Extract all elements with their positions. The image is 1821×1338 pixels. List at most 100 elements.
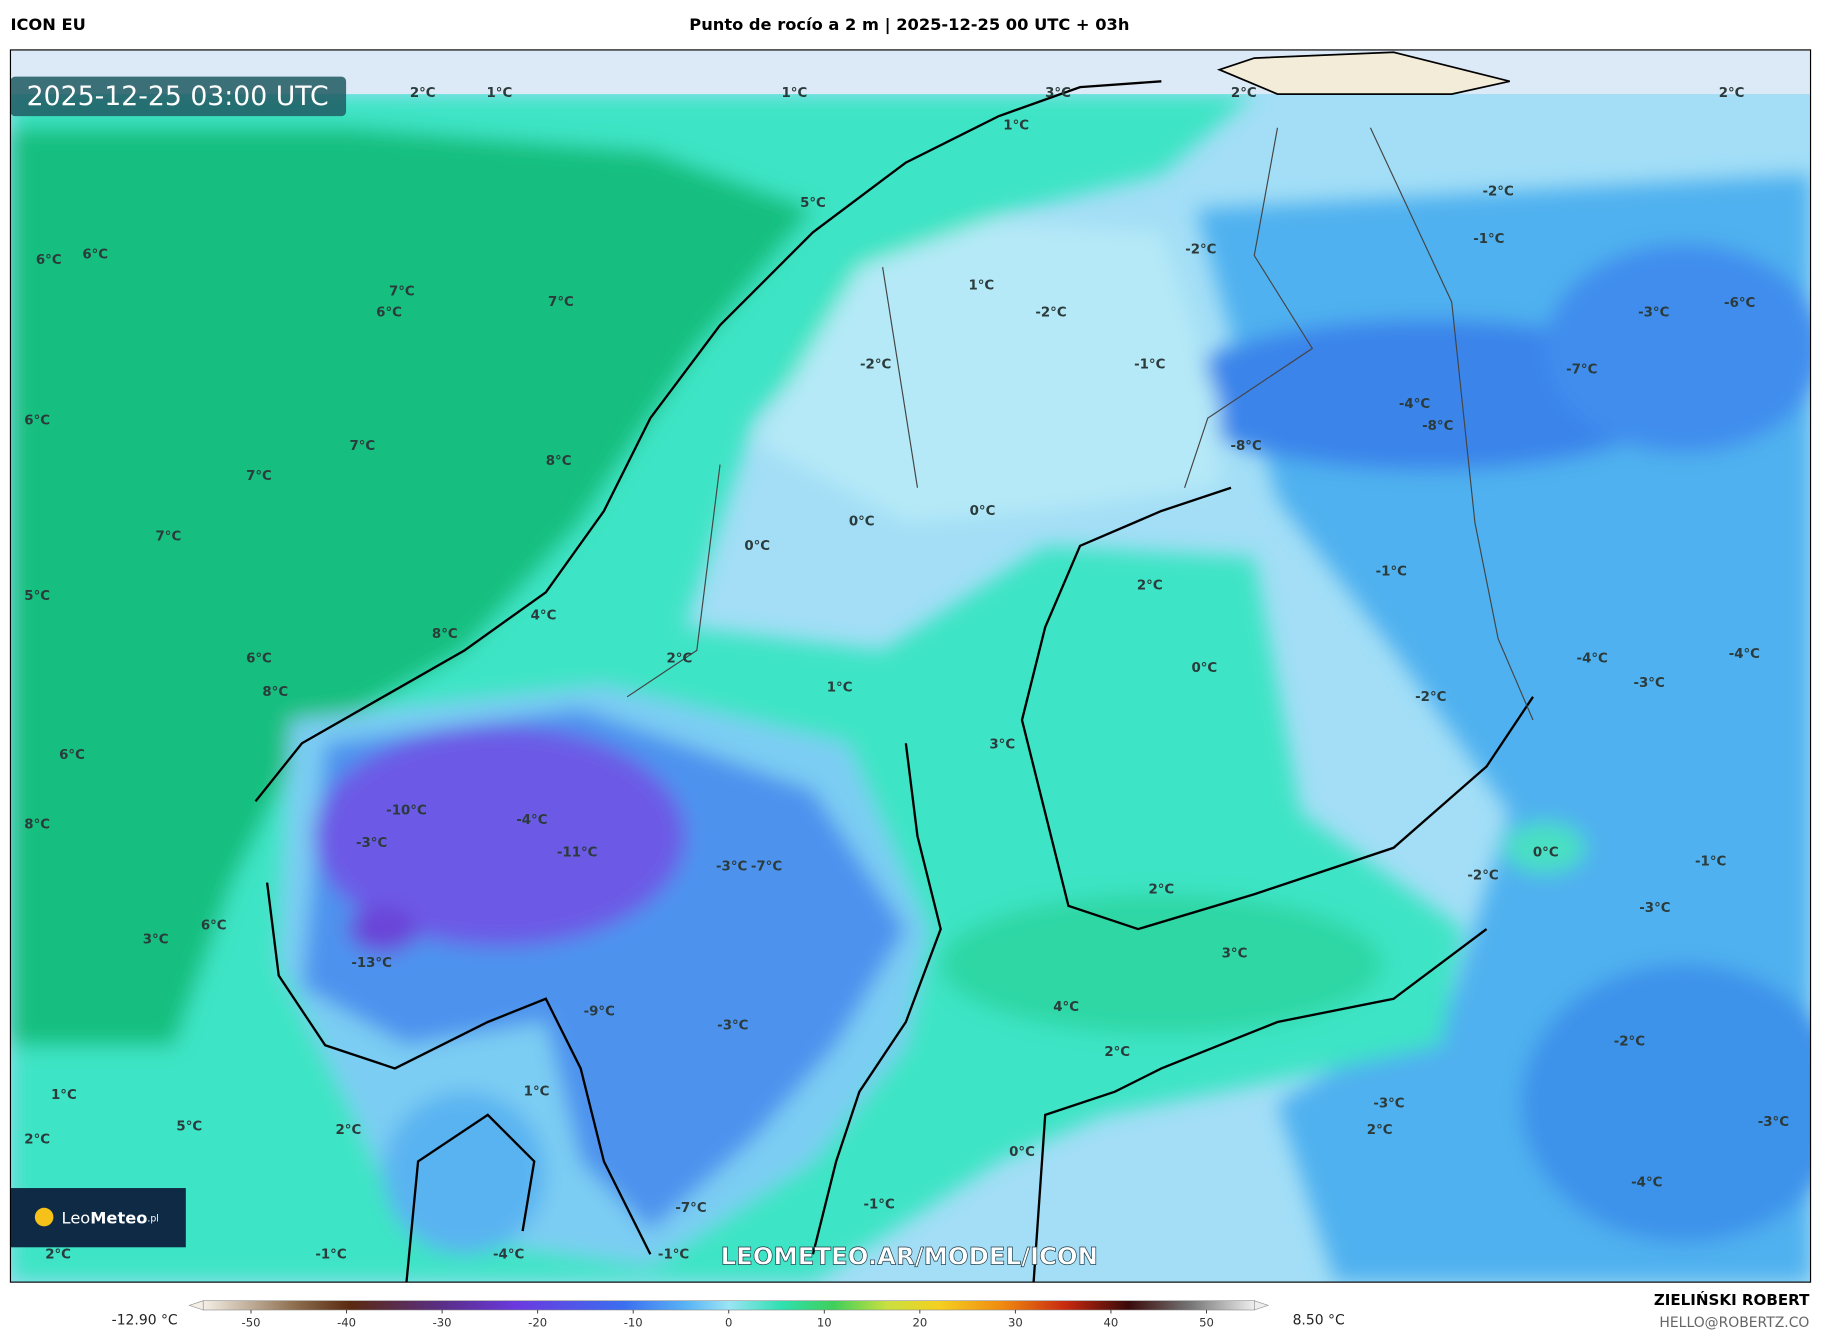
temperature-label: 6°C xyxy=(59,748,85,763)
timestamp: 2025-12-25 03:00 UTC xyxy=(27,81,329,112)
temperature-label: 0°C xyxy=(970,504,996,519)
temperature-label: 2°C xyxy=(24,1132,50,1147)
temperature-label: -9°C xyxy=(584,1005,615,1020)
logo-text: LeoMeteo.pl xyxy=(62,1208,159,1227)
colorbar-tick-label: 30 xyxy=(1008,1315,1023,1329)
temperature-label: 6°C xyxy=(24,413,50,428)
content: ICON EU Punto de rocío a 2 m | 2025-12-2… xyxy=(9,15,1812,1331)
temperature-label: -6°C xyxy=(1724,296,1755,311)
temperature-label: 2°C xyxy=(1367,1123,1393,1138)
temperature-label: -11°C xyxy=(557,845,598,860)
temperature-label: -4°C xyxy=(516,813,547,828)
temperature-label: -13°C xyxy=(351,956,392,971)
temperature-label: -1°C xyxy=(1695,855,1726,870)
temperature-label: 7°C xyxy=(548,295,574,310)
temperature-label: -8°C xyxy=(1422,419,1453,434)
colorbar-max: 8.50 °C xyxy=(1293,1312,1345,1328)
temperature-labels: 2°C 1°C 1°C 3°C 2°C 2°C 1°C 5°C -2°C -2°C -1°C 6°C 6… xyxy=(24,86,1789,1262)
timestamp-box xyxy=(10,76,347,117)
temperature-label: 5°C xyxy=(176,1120,202,1135)
temperature-label: -8°C xyxy=(1230,439,1261,454)
temperature-label: 1°C xyxy=(968,279,994,294)
temperature-label: 2°C xyxy=(1719,86,1745,101)
temperature-label: -2°C xyxy=(1614,1035,1645,1050)
colorbar-min: -12.90 °C xyxy=(112,1312,178,1328)
temperature-label: 7°C xyxy=(246,469,272,484)
colorbar-left-end xyxy=(188,1300,204,1311)
temperature-label: -10°C xyxy=(386,804,427,819)
logo-meteo: Meteo xyxy=(90,1208,147,1227)
model-name: ICON EU xyxy=(10,15,85,34)
temperature-label: 8°C xyxy=(262,685,288,700)
temperature-label: 6°C xyxy=(246,651,272,666)
temperature-label: 1°C xyxy=(524,1085,550,1100)
temperature-label: 2°C xyxy=(667,651,693,666)
map: 2°C 1°C 1°C 3°C 2°C 2°C 1°C 5°C -2°C -2°C -1°C 6°C 6… xyxy=(10,49,1811,1283)
temperature-label: -3°C xyxy=(1758,1115,1789,1130)
colorbar-tick-label: 50 xyxy=(1199,1315,1214,1329)
temperature-label: -4°C xyxy=(1631,1175,1662,1190)
temperature-label: 2°C xyxy=(410,86,436,101)
temperature-label: 0°C xyxy=(1533,845,1559,860)
temperature-label: -4°C xyxy=(1399,397,1430,412)
watermark: LEOMETEO.AR/MODEL/ICON xyxy=(721,1242,1098,1271)
temperature-label: -1°C xyxy=(658,1247,689,1262)
temperature-label: 2°C xyxy=(1148,883,1174,898)
logo-suffix: .pl xyxy=(147,1213,158,1224)
temperature-label: -2°C xyxy=(1035,305,1066,320)
temperature-label: 7°C xyxy=(349,439,375,454)
temperature-label: -1°C xyxy=(315,1247,346,1262)
map-frame xyxy=(9,49,1812,1283)
colorbar-tick-label: 0 xyxy=(725,1315,732,1329)
temperature-label: 4°C xyxy=(1053,1000,1079,1015)
temperature-label: 1°C xyxy=(51,1088,77,1103)
temperature-label: 8°C xyxy=(432,627,458,642)
colorbar: -50 -40 -30 -20 -10 0 10 20 30 40 50 xyxy=(188,1300,1270,1329)
temperature-label: 3°C xyxy=(1222,946,1248,961)
temperature-label: -1°C xyxy=(863,1197,894,1212)
temperature-label: -1°C xyxy=(1473,232,1504,247)
temperature-label: 3°C xyxy=(1045,86,1071,101)
colorbar-tick-label: -30 xyxy=(433,1315,452,1329)
temperature-label: 8°C xyxy=(24,818,50,833)
temperature-label: -4°C xyxy=(1729,647,1760,662)
temperature-label: -7°C xyxy=(1566,362,1597,377)
temperature-label: 6°C xyxy=(82,247,108,262)
temperature-label: 6°C xyxy=(36,253,62,268)
temperature-label: -7°C xyxy=(751,859,782,874)
temperature-label: -2°C xyxy=(1185,243,1216,258)
temperature-label: -2°C xyxy=(1467,869,1498,884)
temperature-label: -3°C xyxy=(717,1018,748,1033)
temperature-label: -3°C xyxy=(1373,1096,1404,1111)
colorbar-right-end xyxy=(1253,1300,1270,1311)
temperature-label: 3°C xyxy=(989,737,1015,752)
temperature-label: 8°C xyxy=(546,454,572,469)
temperature-label: -3°C xyxy=(1638,305,1669,320)
temperature-label: -2°C xyxy=(1482,185,1513,200)
colorbar-tick-label: 40 xyxy=(1104,1315,1119,1329)
temperature-label: 3°C xyxy=(143,933,169,948)
temperature-label: -7°C xyxy=(675,1201,706,1216)
temperature-label: 2°C xyxy=(336,1123,362,1138)
email: HELLO@ROBERTZ.CO xyxy=(1659,1315,1809,1331)
temperature-label: 7°C xyxy=(389,284,415,299)
logo-sun xyxy=(34,1207,54,1227)
temperature-label: 4°C xyxy=(531,609,557,624)
temperature-label: 1°C xyxy=(827,681,853,696)
temperature-label: 0°C xyxy=(849,514,875,529)
temperature-label: -1°C xyxy=(1376,564,1407,579)
temperature-label: 1°C xyxy=(487,86,513,101)
temperature-label: -3°C xyxy=(1639,901,1670,916)
author: ZIELIŃSKI ROBERT xyxy=(1654,1290,1810,1309)
temperature-label: 2°C xyxy=(1137,578,1163,593)
colorbar-tick-label: -20 xyxy=(528,1315,547,1329)
temperature-label: -3°C xyxy=(1633,676,1664,691)
temperature-label: -4°C xyxy=(493,1247,524,1262)
temperature-label: 1°C xyxy=(1003,118,1029,133)
colorbar-tick-label: -50 xyxy=(242,1315,261,1329)
temperature-label: 6°C xyxy=(376,305,402,320)
temperature-label: 0°C xyxy=(1009,1145,1035,1160)
temperature-label: -3°C xyxy=(716,859,747,874)
temperature-label: 2°C xyxy=(45,1247,71,1262)
temperature-label: 5°C xyxy=(24,589,50,604)
